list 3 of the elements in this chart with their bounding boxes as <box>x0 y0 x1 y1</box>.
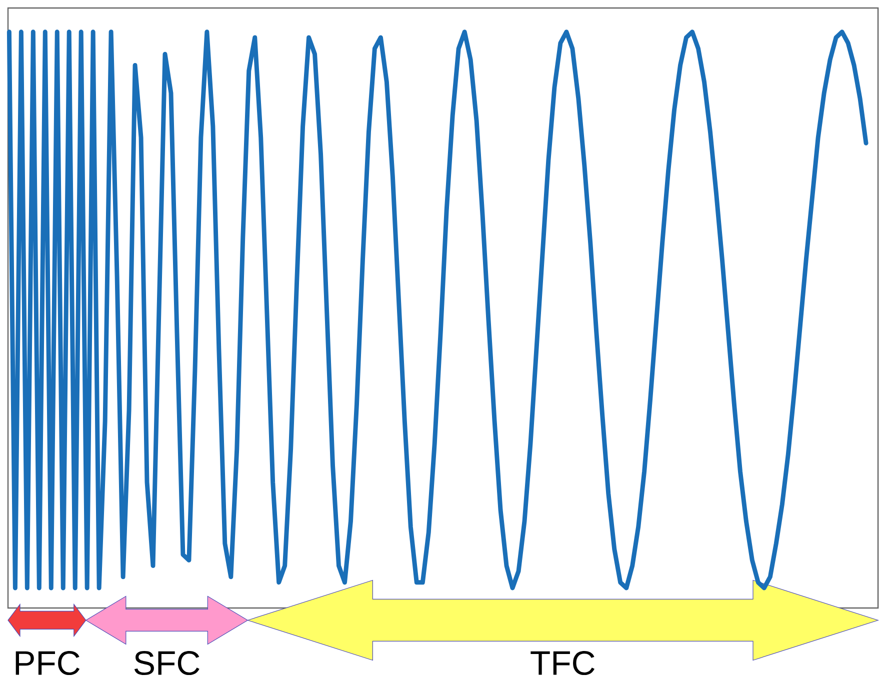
text: SFC <box>134 651 200 676</box>
text: TFC <box>530 651 594 676</box>
text: PFC <box>16 651 80 676</box>
